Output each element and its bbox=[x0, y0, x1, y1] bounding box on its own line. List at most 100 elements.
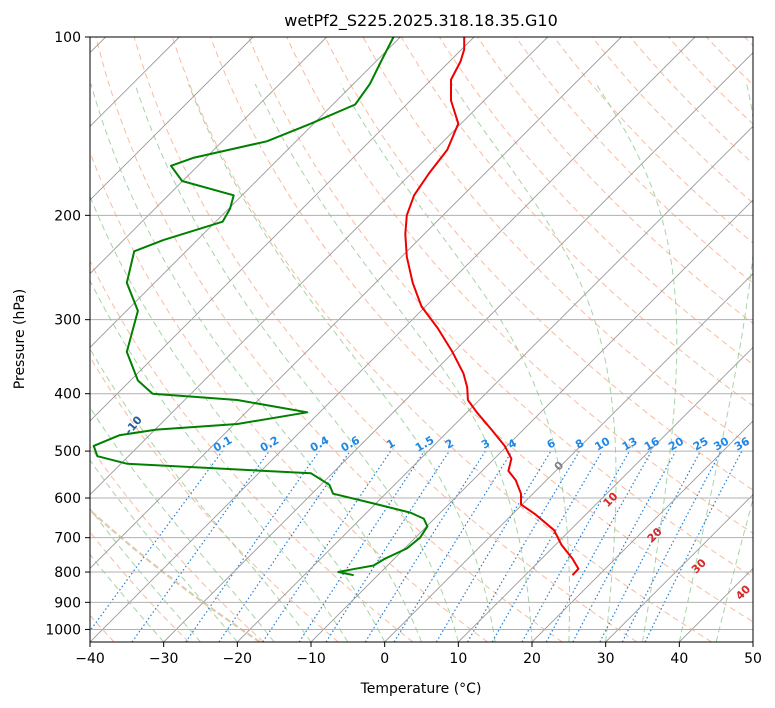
moist-adiabat bbox=[90, 279, 349, 642]
dewpoint-profile bbox=[92, 37, 429, 577]
dry-adiabat bbox=[706, 37, 753, 86]
x-tick-label: 30 bbox=[597, 651, 615, 667]
y-tick-label: 900 bbox=[54, 595, 81, 611]
x-tick-label: 10 bbox=[449, 651, 467, 667]
x-tick-label: 20 bbox=[523, 651, 541, 667]
plot-frame bbox=[89, 36, 754, 643]
y-tick-label: 300 bbox=[54, 313, 81, 329]
moist-adiabat bbox=[451, 83, 617, 642]
mixing-ratio-line bbox=[185, 450, 320, 642]
y-tick-label: 400 bbox=[54, 387, 81, 403]
moist-adiabat bbox=[715, 497, 753, 642]
dry-adiabat-label: -30 bbox=[0, 366, 1, 390]
dry-adiabat bbox=[477, 37, 753, 325]
reference-curve bbox=[90, 508, 261, 642]
dry-adiabat bbox=[171, 37, 712, 642]
mixing-ratio-line bbox=[325, 450, 450, 642]
y-tick-label: 100 bbox=[54, 30, 81, 46]
isotherm bbox=[679, 567, 753, 642]
dry-adiabat bbox=[95, 37, 563, 642]
moist-adiabat-label: 0 bbox=[552, 459, 567, 474]
y-tick-label: 800 bbox=[54, 565, 81, 581]
moist-adiabat bbox=[254, 83, 533, 642]
mixing-ratio-line bbox=[545, 450, 653, 642]
chart-title: wetPf2_S225.2025.318.18.35.G10 bbox=[284, 11, 558, 31]
dry-adiabat bbox=[668, 37, 753, 125]
mixing-ratio-line bbox=[262, 450, 392, 642]
y-tick-label: 1000 bbox=[45, 622, 81, 638]
x-tick-label: −10 bbox=[296, 651, 326, 667]
dry-adiabat bbox=[248, 37, 753, 578]
dry-adiabat bbox=[210, 37, 753, 623]
dry-adiabat bbox=[591, 37, 753, 204]
isotherm bbox=[90, 37, 622, 569]
isotherm bbox=[90, 37, 327, 275]
dry-adiabat bbox=[553, 37, 753, 244]
x-tick-label: −20 bbox=[223, 651, 253, 667]
isotherm bbox=[237, 125, 753, 642]
dry-adiabat bbox=[90, 356, 339, 642]
axes: −40 −30 −20 −10 0 10 20 30 40 5010020030040050060… bbox=[45, 30, 762, 667]
dry-adiabat bbox=[744, 37, 753, 47]
moist-adiabat bbox=[595, 83, 678, 642]
y-tick-label: 200 bbox=[54, 208, 81, 224]
isotherm bbox=[90, 37, 475, 422]
moist-adiabat bbox=[188, 83, 496, 642]
x-axis-label: Temperature (°C) bbox=[360, 681, 482, 697]
dry-adiabat bbox=[133, 37, 638, 642]
x-tick-label: 50 bbox=[744, 651, 762, 667]
dry-adiabat bbox=[90, 445, 264, 642]
moist-adiabat bbox=[90, 459, 238, 642]
mixing-ratio-line bbox=[364, 450, 486, 642]
x-tick-label: −40 bbox=[75, 651, 105, 667]
isotherm bbox=[90, 37, 401, 348]
mixing-ratio-line bbox=[218, 450, 351, 642]
mixing-ratio-line bbox=[90, 450, 223, 632]
pressure-gridlines bbox=[90, 37, 753, 630]
y-tick-label: 600 bbox=[54, 491, 81, 507]
mixing-ratio-line bbox=[393, 450, 513, 642]
mixing-ratio-line bbox=[644, 450, 743, 642]
x-tick-label: −30 bbox=[149, 651, 179, 667]
isotherm bbox=[90, 37, 548, 496]
isotherm bbox=[163, 52, 753, 642]
moist-adiabat bbox=[90, 507, 201, 642]
x-tick-label: 40 bbox=[670, 651, 688, 667]
dry-adiabat bbox=[90, 531, 190, 642]
isotherm bbox=[90, 37, 696, 642]
y-tick-label: 500 bbox=[54, 444, 81, 460]
isotherm bbox=[384, 273, 753, 642]
isotherm bbox=[752, 641, 753, 642]
isotherm bbox=[310, 199, 753, 642]
dry-adiabat bbox=[286, 37, 753, 534]
moist-adiabat-label: 30 bbox=[689, 556, 709, 576]
isotherm bbox=[458, 346, 753, 642]
y-tick-label: 700 bbox=[54, 531, 81, 547]
moist-adiabat bbox=[90, 195, 386, 642]
moist-adiabat bbox=[90, 553, 165, 642]
moist-adiabat bbox=[90, 83, 422, 642]
mixing-ratio-line bbox=[521, 450, 631, 642]
mixing-ratio-line bbox=[131, 450, 270, 642]
isotherm bbox=[531, 420, 753, 642]
x-tick-label: 0 bbox=[380, 651, 389, 667]
mixing-ratio-line bbox=[599, 450, 702, 642]
moist-adiabat-label: 10 bbox=[601, 490, 621, 510]
dry-adiabat bbox=[515, 37, 753, 284]
moist-adiabat bbox=[678, 83, 753, 642]
isopleth-labels: -100-90-80-70-60-50-40-30-20-100.10.20.4… bbox=[0, 366, 753, 602]
isotherm bbox=[90, 37, 254, 201]
profile-lines bbox=[92, 37, 580, 577]
mixing-ratio-label: 3 bbox=[479, 437, 492, 452]
moist-adiabat bbox=[90, 347, 312, 642]
mixing-ratio-line bbox=[435, 450, 552, 642]
mixing-ratio-label: 1 bbox=[384, 437, 397, 452]
moist-adiabat bbox=[134, 83, 459, 642]
isotherm bbox=[605, 494, 753, 642]
dry-adiabat bbox=[90, 259, 414, 642]
dry-adiabat bbox=[324, 37, 753, 491]
background-lines bbox=[90, 37, 753, 642]
y-axis-label: Pressure (hPa) bbox=[12, 289, 28, 389]
mixing-ratio-label: 4 bbox=[506, 436, 519, 451]
